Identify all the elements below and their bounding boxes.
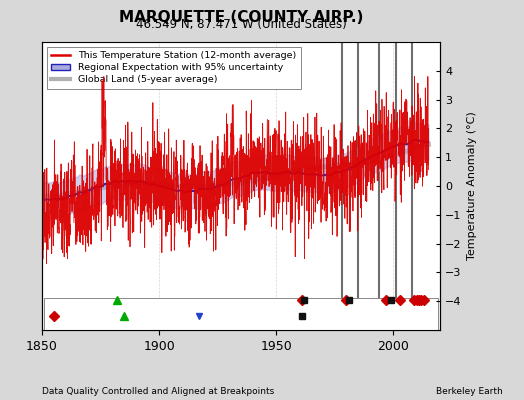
Text: Berkeley Earth: Berkeley Earth: [436, 387, 503, 396]
Legend: This Temperature Station (12-month average), Regional Expectation with 95% uncer: This Temperature Station (12-month avera…: [47, 47, 301, 89]
FancyBboxPatch shape: [44, 298, 438, 330]
Y-axis label: Temperature Anomaly (°C): Temperature Anomaly (°C): [467, 112, 477, 260]
Text: Data Quality Controlled and Aligned at Breakpoints: Data Quality Controlled and Aligned at B…: [42, 387, 274, 396]
Text: Time of Obs. Change: Time of Obs. Change: [203, 311, 291, 320]
Text: Station Move: Station Move: [58, 311, 113, 320]
Text: Empirical Break: Empirical Break: [307, 311, 373, 320]
Text: Record Gap: Record Gap: [128, 311, 178, 320]
Text: 46.549 N, 87.471 W (United States): 46.549 N, 87.471 W (United States): [136, 18, 346, 31]
Text: MARQUETTE (COUNTY AIRP.): MARQUETTE (COUNTY AIRP.): [119, 10, 363, 25]
